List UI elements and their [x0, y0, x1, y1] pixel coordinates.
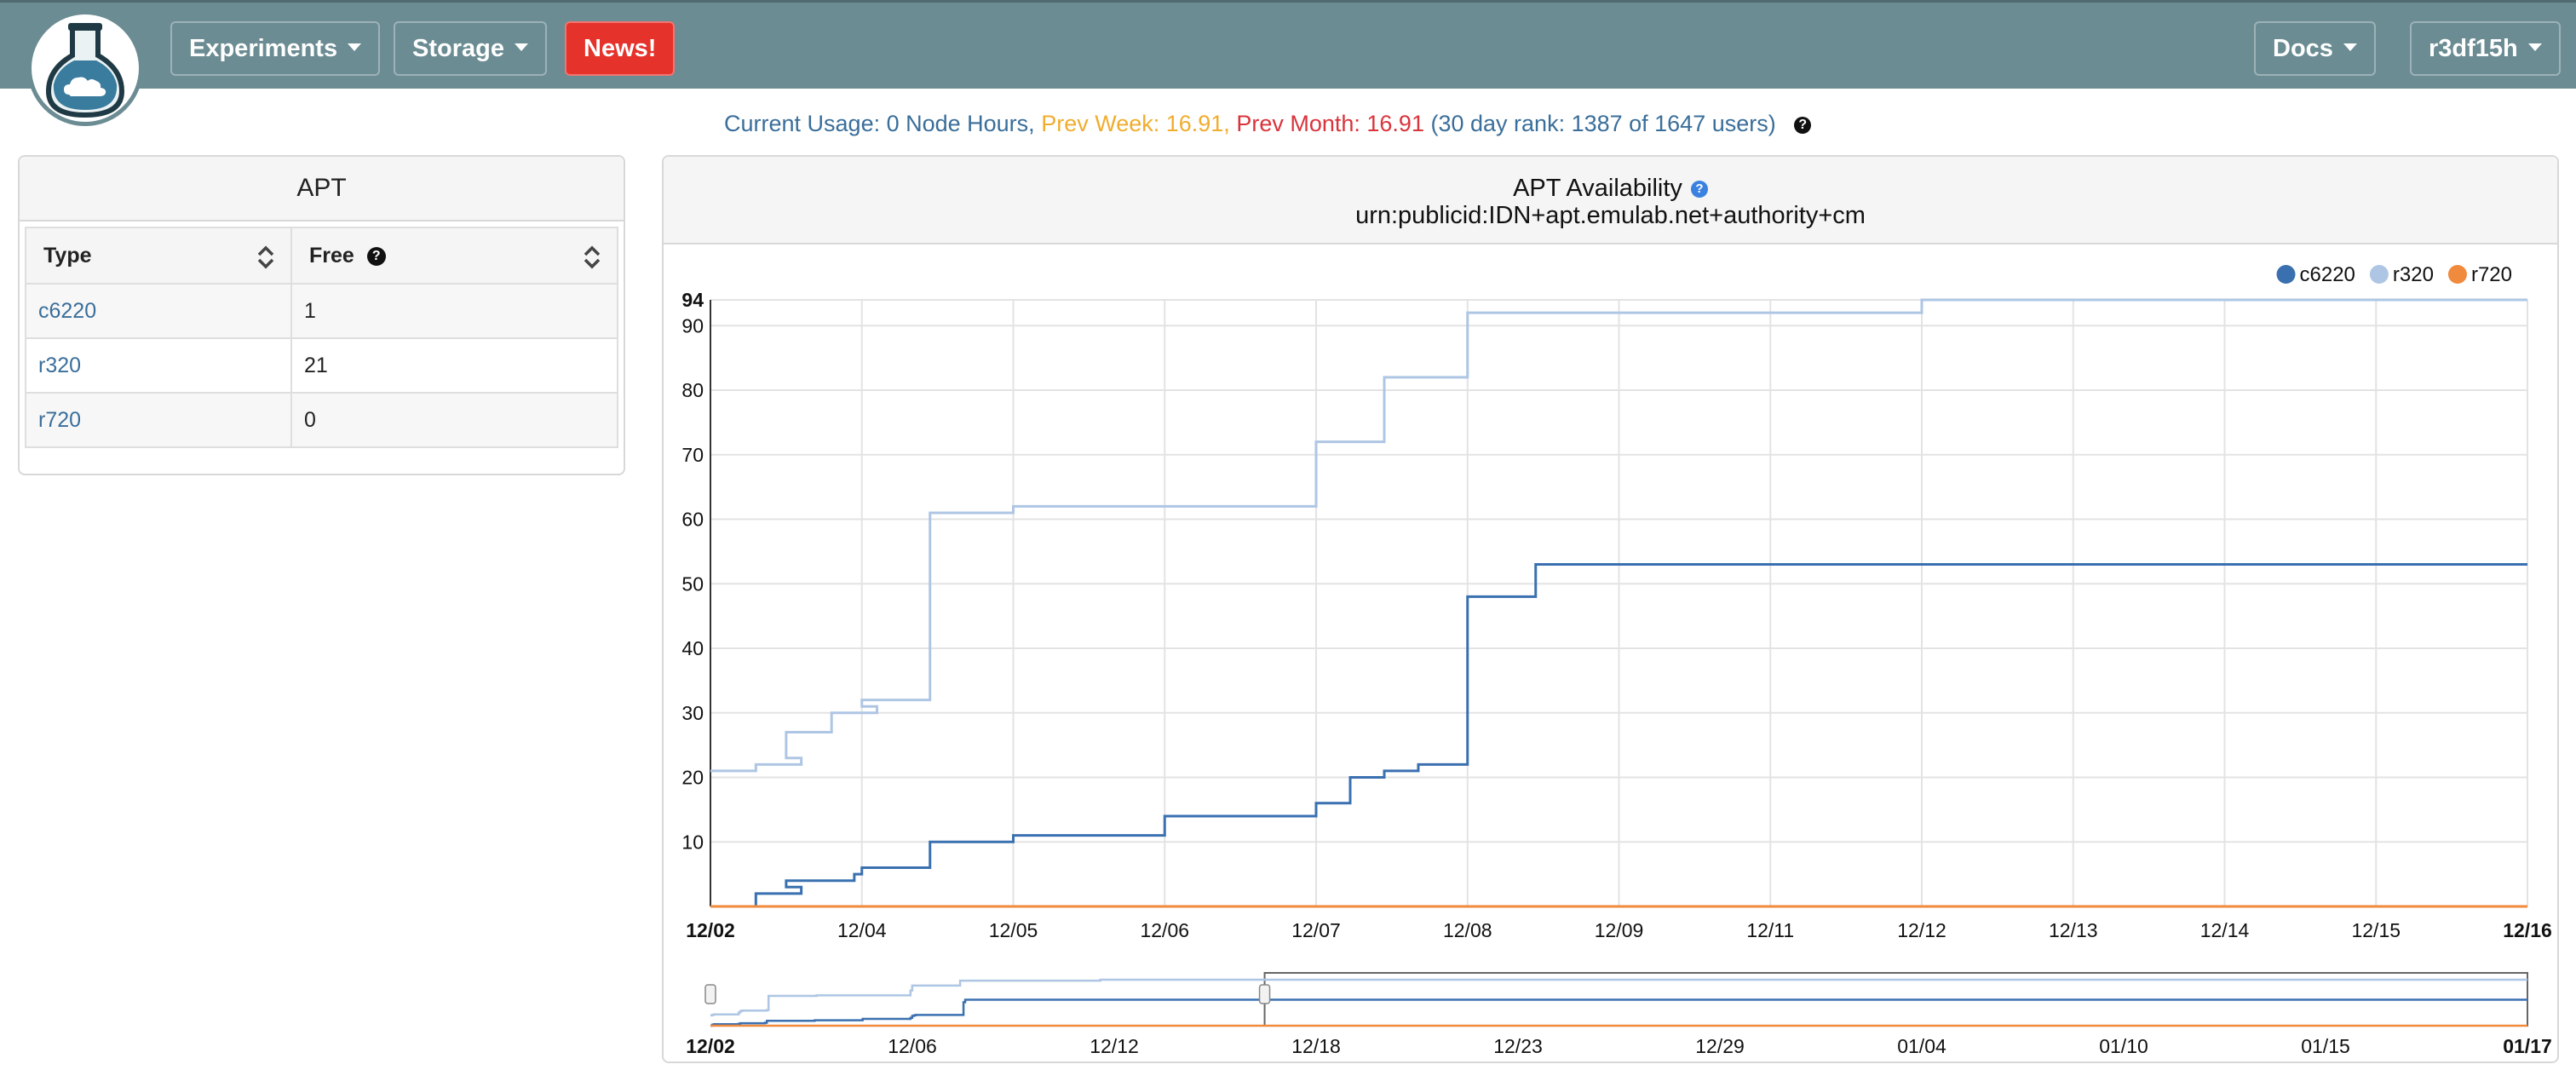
- availability-panel: APT Availability? urn:publicid:IDN+apt.e…: [662, 155, 2559, 1063]
- type-cell: r720: [25, 392, 292, 448]
- experiments-menu-label: Experiments: [189, 35, 338, 62]
- news-button[interactable]: News!: [565, 21, 676, 76]
- x-tick-label: 12/08: [1443, 919, 1492, 941]
- navigator-tick-label: 12/23: [1493, 1035, 1543, 1057]
- type-cell: r320: [25, 337, 292, 394]
- caret-down-icon: [514, 43, 528, 51]
- navigator-tick-label: 01/04: [1897, 1035, 1946, 1057]
- y-tick-label: 90: [681, 314, 704, 337]
- chart-title: APT Availability: [1513, 175, 1682, 202]
- experiments-menu-button[interactable]: Experiments: [170, 21, 381, 76]
- navigator-tick-label: 12/06: [888, 1035, 937, 1057]
- legend-marker-c6220[interactable]: [2276, 265, 2296, 284]
- storage-menu-label: Storage: [412, 35, 504, 62]
- docs-menu-button[interactable]: Docs: [2254, 21, 2376, 76]
- chart-subtitle: urn:publicid:IDN+apt.emulab.net+authorit…: [1355, 202, 1866, 229]
- legend-label-c6220[interactable]: c6220: [2300, 263, 2355, 286]
- type-column-header[interactable]: Type: [25, 227, 292, 285]
- sort-icon[interactable]: [256, 245, 275, 269]
- navigator-tick-label: 01/10: [2099, 1035, 2148, 1057]
- navigator-tick-label: 12/29: [1695, 1035, 1745, 1057]
- x-tick-label: 12/15: [2351, 919, 2401, 941]
- y-tick-label: 80: [681, 379, 704, 401]
- x-tick-label: 12/04: [837, 919, 887, 941]
- free-cell: 21: [290, 337, 618, 394]
- x-tick-label: 12/09: [1595, 919, 1644, 941]
- cluster-panel-title: APT: [20, 157, 624, 221]
- docs-menu-label: Docs: [2273, 35, 2333, 62]
- flask-icon: [45, 23, 125, 118]
- series-line-r320[interactable]: [710, 298, 2527, 773]
- navigator-tick-label: 01/17: [2503, 1035, 2552, 1057]
- x-tick-label: 12/11: [1746, 919, 1794, 941]
- node-type-link[interactable]: r720: [38, 407, 82, 432]
- top-navbar: Experiments Storage News! Docs r3df15h: [0, 0, 2576, 89]
- navigator-handle[interactable]: [704, 984, 716, 1004]
- legend-marker-r320[interactable]: [2369, 265, 2389, 284]
- x-tick-label: 12/07: [1291, 919, 1341, 941]
- navigator-tick-label: 12/02: [686, 1035, 735, 1057]
- x-tick-label: 12/14: [2200, 919, 2250, 941]
- question-circle-icon[interactable]: ?: [366, 246, 386, 266]
- caret-down-icon: [2527, 43, 2542, 51]
- free-column-header[interactable]: Free ?: [290, 227, 618, 285]
- table-row: c6220 1: [25, 283, 618, 339]
- table-row: r320 21: [25, 337, 618, 394]
- node-type-link[interactable]: r320: [38, 353, 82, 377]
- navigator-series-c6220: [710, 998, 2527, 1027]
- caret-down-icon: [2343, 43, 2357, 51]
- x-tick-label: 12/02: [686, 919, 735, 941]
- node-type-table: Type Free ? c6220 1 r320 21 r720: [25, 227, 618, 448]
- free-cell: 1: [290, 283, 618, 339]
- x-tick-label: 12/06: [1140, 919, 1189, 941]
- free-cell: 0: [290, 392, 618, 448]
- news-label: News!: [584, 35, 657, 62]
- usage-rank: (30 day rank: 1387 of 1647 users): [1430, 111, 1776, 136]
- y-tick-label: 40: [681, 637, 704, 659]
- sort-icon[interactable]: [583, 245, 601, 269]
- user-menu-label: r3df15h: [2429, 35, 2518, 62]
- y-tick-label: 20: [681, 767, 704, 789]
- table-row: r720 0: [25, 392, 618, 448]
- x-tick-label: 12/16: [2503, 919, 2552, 941]
- cluster-panel: APT Type Free ? c6220 1 r320: [18, 155, 625, 475]
- current-usage: Current Usage: 0 Node Hours,: [724, 111, 1035, 136]
- prev-week-usage: Prev Week: 16.91,: [1041, 111, 1230, 136]
- availability-chart[interactable]: 12/02 12/04 12/05 12/06 12/07 12/08 12/09 12/11…: [664, 244, 2557, 1062]
- legend-label-r320[interactable]: r320: [2393, 263, 2434, 286]
- user-menu-button[interactable]: r3df15h: [2410, 21, 2561, 76]
- y-tick-label: 50: [681, 572, 704, 595]
- chart-heading: APT Availability? urn:publicid:IDN+apt.e…: [664, 157, 2557, 244]
- flask-cloud-logo[interactable]: [27, 10, 143, 126]
- y-tick-label: 70: [681, 444, 704, 466]
- y-tick-label: 10: [681, 831, 704, 853]
- storage-menu-button[interactable]: Storage: [394, 21, 547, 76]
- y-tick-label: 30: [681, 702, 704, 724]
- navigator-handle[interactable]: [1258, 984, 1271, 1004]
- legend-marker-r720[interactable]: [2447, 265, 2467, 284]
- node-type-link[interactable]: c6220: [38, 298, 97, 323]
- y-tick-label: 94: [681, 289, 704, 311]
- usage-summary: Current Usage: 0 Node Hours, Prev Week: …: [724, 111, 1812, 137]
- type-cell: c6220: [25, 283, 292, 339]
- prev-month-usage: Prev Month: 16.91: [1236, 111, 1424, 136]
- navigator-tick-label: 12/18: [1291, 1035, 1341, 1057]
- navigator-series-r320: [710, 978, 2527, 1017]
- question-circle-icon[interactable]: ?: [1794, 116, 1812, 134]
- x-tick-label: 12/12: [1897, 919, 1946, 941]
- series-line-c6220[interactable]: [710, 563, 2527, 908]
- y-tick-label: 60: [681, 509, 704, 531]
- question-circle-icon[interactable]: ?: [1690, 181, 1708, 198]
- legend-label-r720[interactable]: r720: [2471, 263, 2512, 286]
- x-tick-label: 12/13: [2049, 919, 2098, 941]
- caret-down-icon: [348, 43, 362, 51]
- navigator-tick-label: 12/12: [1090, 1035, 1139, 1057]
- x-tick-label: 12/05: [989, 919, 1038, 941]
- navigator-tick-label: 01/15: [2301, 1035, 2350, 1057]
